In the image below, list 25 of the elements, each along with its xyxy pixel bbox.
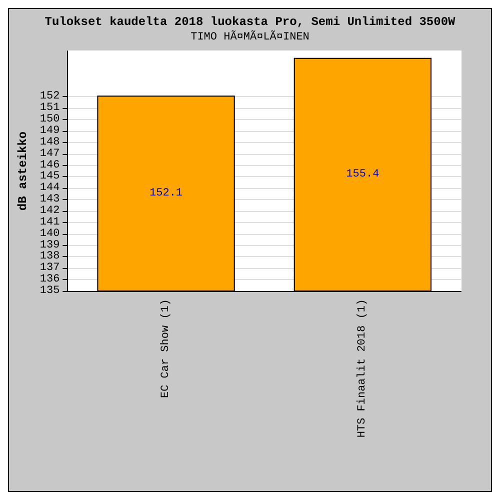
y-tick-label: 148 bbox=[40, 136, 60, 148]
y-tick-label: 143 bbox=[40, 194, 60, 206]
x-tick-label: HTS Finaalit 2018 (1) bbox=[356, 299, 369, 438]
y-tick-label: 135 bbox=[40, 285, 60, 297]
y-tick-label: 147 bbox=[40, 148, 60, 160]
y-tick-label: 140 bbox=[40, 228, 60, 240]
y-tick-label: 151 bbox=[40, 102, 60, 114]
data-label: 155.4 bbox=[346, 168, 380, 181]
y-tick-label: 144 bbox=[40, 182, 60, 194]
chart-subtitle: TIMO HÃ¤MÃ¤LÃ¤INEN bbox=[190, 30, 310, 44]
y-tick-label: 139 bbox=[40, 239, 60, 252]
y-tick-label: 149 bbox=[40, 125, 60, 137]
y-tick-label: 136 bbox=[40, 274, 60, 286]
y-tick-label: 145 bbox=[40, 170, 60, 183]
y-tick-label: 150 bbox=[40, 114, 60, 126]
x-tick-label: EC Car Show (1) bbox=[160, 299, 172, 398]
chart-title: Tulokset kaudelta 2018 luokasta Pro, Semi Unlimited 3500W bbox=[44, 15, 456, 29]
y-tick-label: 142 bbox=[40, 205, 60, 217]
y-tick-label: 152 bbox=[40, 90, 60, 103]
y-tick-label: 137 bbox=[40, 262, 60, 274]
y-tick-label: 138 bbox=[40, 250, 60, 263]
data-label: 152.1 bbox=[150, 188, 183, 200]
y-tick-label: 141 bbox=[40, 216, 60, 228]
y-tick-label: 146 bbox=[40, 159, 60, 172]
y-axis-title: dB asteikko bbox=[16, 131, 30, 211]
